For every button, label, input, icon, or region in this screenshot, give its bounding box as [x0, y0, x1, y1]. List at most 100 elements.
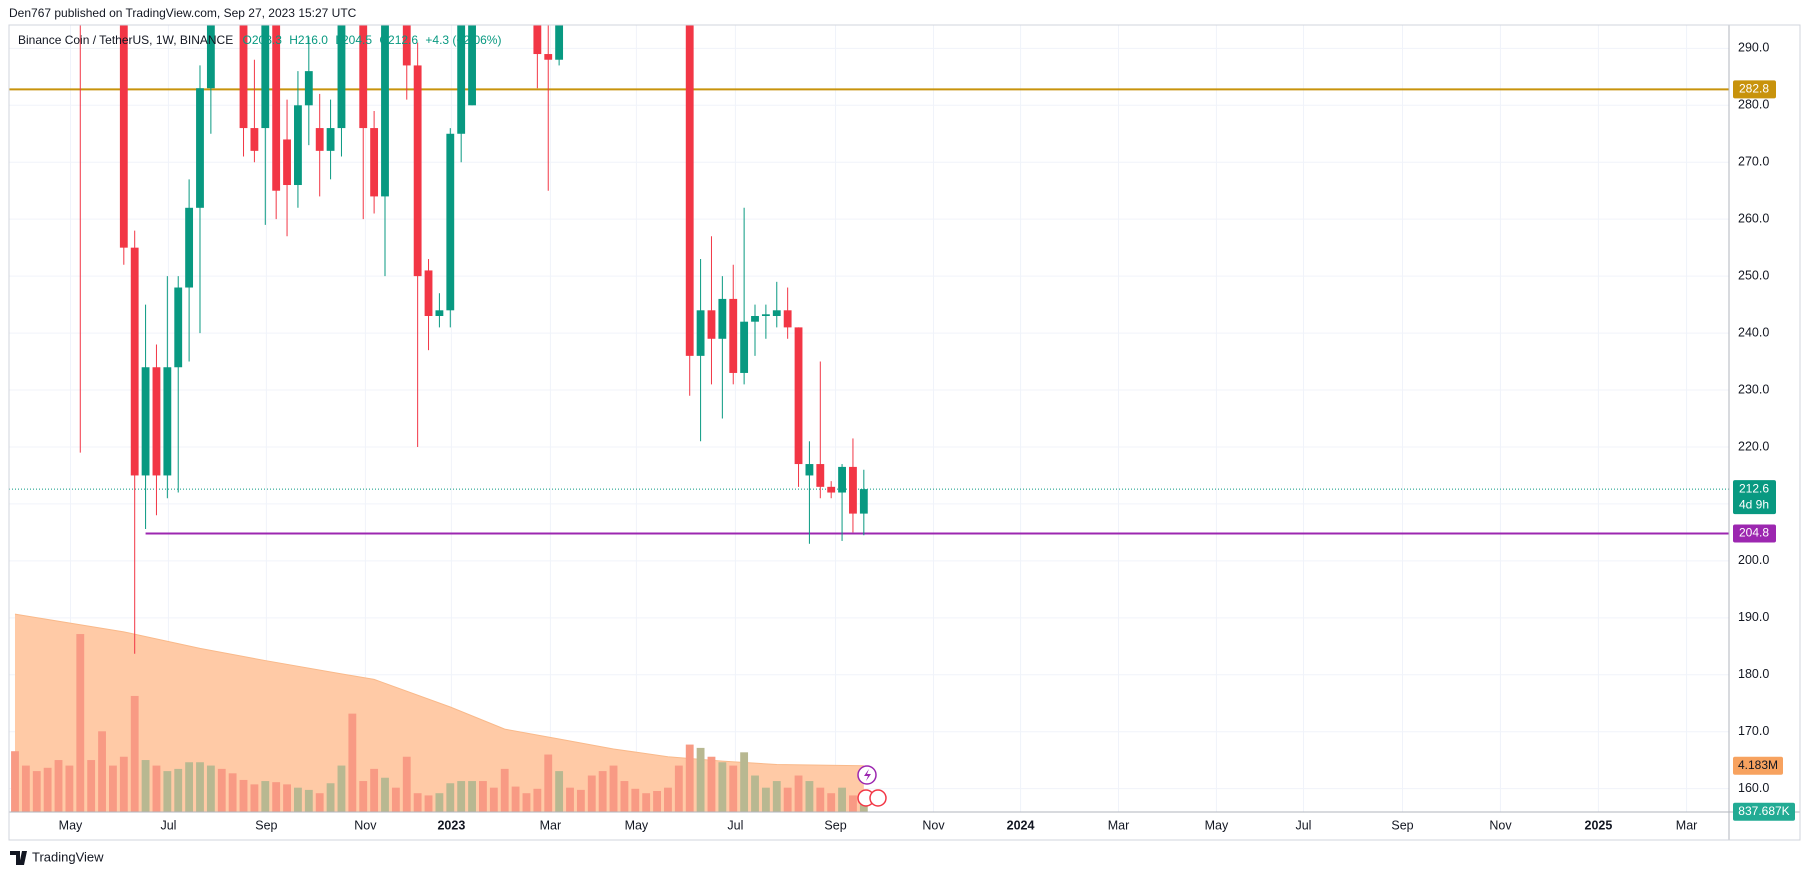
volume-ma-area [14, 614, 864, 812]
volume-bar [239, 779, 248, 812]
price-label: 204.8 [1739, 526, 1769, 540]
volume-bar [653, 790, 661, 812]
candle-body [152, 367, 161, 476]
volume-bar [522, 793, 531, 812]
candle-body [859, 489, 868, 514]
brand: TradingView [32, 849, 104, 864]
candle-body [794, 327, 803, 465]
volume-bar [805, 781, 814, 812]
price-label-box [1733, 80, 1776, 99]
volume-bar [489, 787, 498, 812]
candle-body [533, 25, 542, 55]
y-tick-label: 230.0 [1738, 382, 1769, 396]
plot-layer [9, 25, 1729, 812]
volume-bar [109, 765, 117, 812]
volume-bar [685, 744, 694, 812]
volume-bar [468, 781, 476, 812]
candle-body [544, 54, 553, 60]
volume-bar [370, 768, 379, 812]
candle-body [740, 321, 749, 373]
price-label-box [1733, 524, 1776, 543]
candle-body [326, 128, 335, 151]
volume-bar [381, 777, 389, 812]
candle-body [761, 314, 770, 316]
volume-bar [544, 754, 553, 812]
candle-body [283, 139, 291, 186]
x-tick-label: Nov [922, 818, 945, 832]
candle-body [435, 310, 444, 316]
candle-body [729, 298, 738, 373]
candle-body [250, 128, 259, 151]
volume-label-box [1733, 802, 1795, 821]
legend-change: +4.3 (+2.06%) [425, 33, 501, 47]
label-layer: 160.0170.0180.0190.0200.0210.0220.0230.0… [59, 41, 1795, 832]
volume-bar [217, 768, 226, 812]
candle-body [381, 25, 389, 197]
candle-body [718, 298, 727, 339]
candle-body [315, 128, 324, 151]
candle-body [239, 25, 248, 129]
volume-bar [729, 765, 738, 812]
candle-body [294, 105, 302, 186]
volume-bar [130, 695, 139, 812]
volume-bar [206, 765, 215, 812]
candle-body [555, 25, 564, 60]
candle-body [359, 25, 368, 129]
volume-bar [348, 713, 357, 812]
y-tick-label: 200.0 [1738, 553, 1769, 567]
y-tick-label: 180.0 [1738, 667, 1769, 681]
y-tick-label: 280.0 [1738, 98, 1769, 112]
volume-bar [196, 762, 204, 812]
volume-ma-label: 4.183M [1738, 758, 1778, 772]
volume-bar [87, 760, 96, 812]
y-tick-label: 160.0 [1738, 781, 1769, 795]
volume-bar [718, 762, 727, 812]
y-tick-label: 240.0 [1738, 325, 1769, 339]
x-tick-label: Jul [727, 818, 743, 832]
brand-logo [10, 851, 27, 865]
x-tick-label: Sep [824, 818, 846, 832]
volume-bar [511, 786, 520, 812]
candle-body [304, 71, 313, 106]
candle-body [468, 25, 476, 106]
candle-body [196, 88, 204, 208]
y-tick-label: 270.0 [1738, 155, 1769, 169]
candle-body [130, 247, 139, 476]
y-tick-label: 260.0 [1738, 211, 1769, 225]
candle-body [457, 25, 466, 134]
candle-body [141, 367, 150, 476]
legend-close: C212.6 [379, 33, 418, 47]
candle-body [751, 315, 759, 322]
volume-bar [304, 789, 313, 812]
x-tick-label: 2024 [1007, 818, 1035, 832]
volume-bar [620, 781, 629, 812]
candle-body [261, 25, 270, 129]
volume-bar [827, 793, 836, 812]
volume-bar [576, 789, 585, 812]
volume-bar [315, 793, 324, 812]
volume-bar [11, 751, 19, 812]
candle-body [337, 25, 346, 129]
volume-bar [98, 731, 106, 812]
legend-open: O208.3 [243, 33, 283, 47]
volume-bar [566, 787, 574, 812]
countdown-label: 4d 9h [1739, 497, 1769, 511]
candle-body [838, 466, 846, 493]
candle-body [772, 310, 781, 316]
candle-body [413, 65, 422, 277]
volume-label: 837.687K [1738, 804, 1789, 818]
legend: Binance Coin / TetherUS, 1W, BINANCE O20… [18, 33, 501, 47]
event-flag[interactable] [869, 789, 887, 807]
volume-bar [794, 775, 803, 812]
volume-bar [76, 634, 85, 812]
candle-body [446, 133, 455, 311]
y-tick-label: 190.0 [1738, 610, 1769, 624]
x-tick-label: May [625, 818, 649, 832]
volume-bar [152, 765, 161, 812]
volume-bar [609, 765, 618, 812]
candle-body [783, 310, 792, 328]
volume-bar [642, 793, 651, 812]
candle-body [185, 207, 194, 288]
